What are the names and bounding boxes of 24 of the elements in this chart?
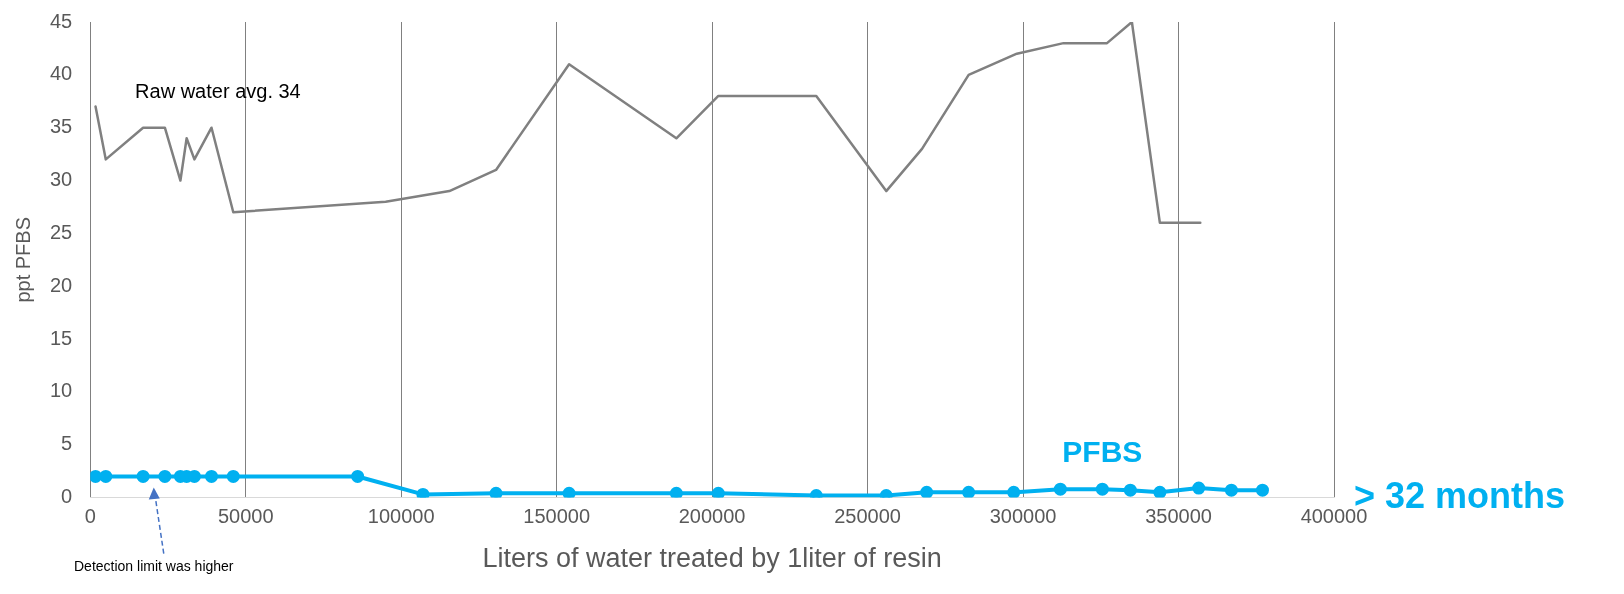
series-label: Raw water avg. 34	[135, 80, 301, 103]
y-tick-label: 30	[50, 168, 73, 191]
y-tick-label: 40	[50, 62, 73, 85]
x-tick-label: 300000	[989, 505, 1057, 528]
y-tick-label: 15	[50, 326, 73, 349]
x-tick-label: 0	[84, 505, 96, 528]
text: Detection limit was higher	[74, 558, 234, 575]
x-tick-label: 250000	[834, 505, 901, 528]
y-tick-label: 25	[50, 220, 73, 243]
series-label: PFBS	[1062, 435, 1143, 469]
x-tick-label: 150000	[523, 505, 591, 528]
x-axis-title: Liters of water treated by 1liter of resin	[482, 543, 942, 574]
y-tick-label: 20	[50, 273, 73, 296]
y-axis-title: ppt PFBS	[11, 217, 34, 303]
x-tick-label: 100000	[367, 505, 435, 528]
x-tick-label: 200000	[678, 505, 746, 528]
y-tick-label: 35	[50, 115, 73, 138]
y-tick-label: 5	[61, 432, 73, 455]
x-tick-label: 350000	[1145, 505, 1212, 528]
x-tick-label: 400000	[1300, 505, 1368, 528]
x-tick-label: 50000	[217, 505, 274, 528]
y-tick-label: 10	[50, 379, 73, 402]
y-tick-label: 45	[50, 9, 73, 32]
y-tick-label: 0	[61, 485, 73, 508]
